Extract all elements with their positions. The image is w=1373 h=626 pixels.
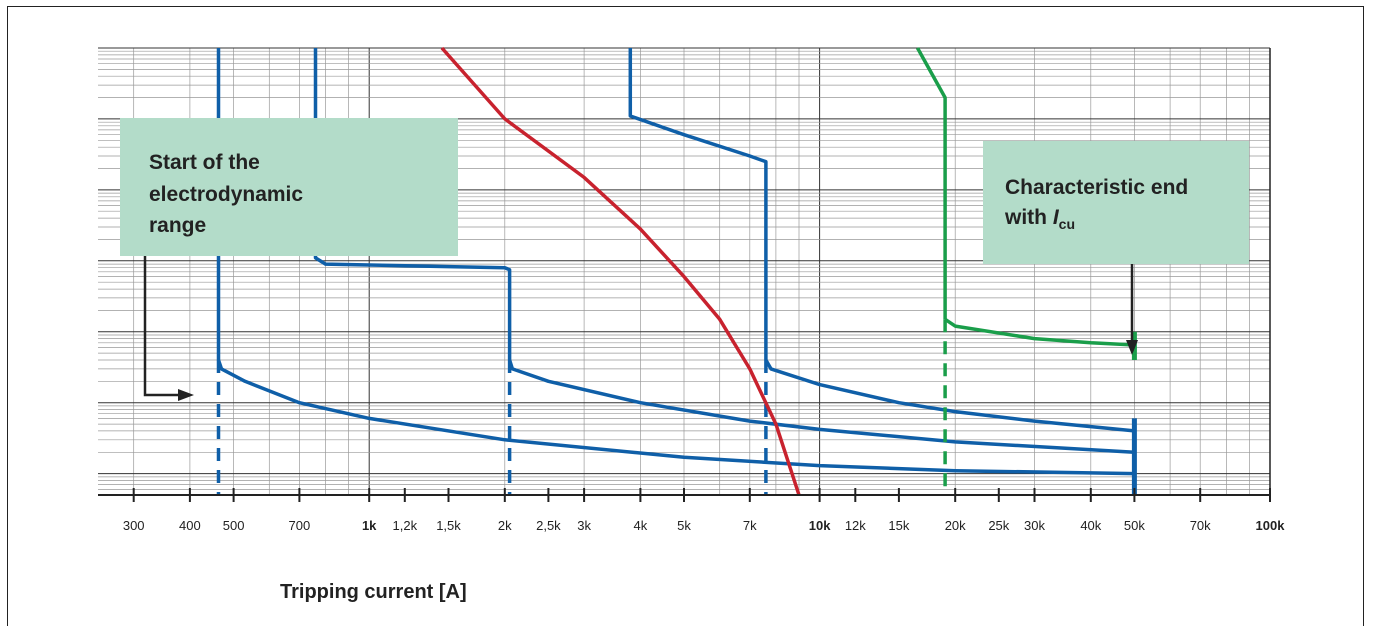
x-tick-label: 25k <box>988 518 1009 533</box>
annotation-arrow-head <box>178 389 194 401</box>
x-tick-label: 400 <box>179 518 201 533</box>
x-tick-label: 50k <box>1124 518 1145 533</box>
x-axis: 300 400 500 700 1k 1,2k 1,5k 2k 2,5k 3k 4k 5k 7k 10k 1… <box>98 488 1285 533</box>
series-6 <box>915 47 1135 495</box>
series-3-segment <box>628 48 768 360</box>
x-tick-label: 15k <box>888 518 909 533</box>
x-tick-label: 2k <box>498 518 512 533</box>
annotation-box <box>120 118 458 256</box>
annotation-subscript: cu <box>1059 216 1075 232</box>
annotation-line-3: range <box>149 214 206 237</box>
x-tick-label: 20k <box>945 518 966 533</box>
series-6-segment <box>915 47 947 320</box>
series-2 <box>313 48 1135 495</box>
annotation-symbol: I <box>1053 206 1060 229</box>
x-tick-label: 1,5k <box>436 518 461 533</box>
x-tick-label: 4k <box>634 518 648 533</box>
x-tick-label: 700 <box>289 518 311 533</box>
x-axis-label: Tripping current [A] <box>280 581 467 603</box>
x-tick-label: 5k <box>677 518 691 533</box>
chart-frame <box>7 6 1364 626</box>
x-tick-label: 30k <box>1024 518 1045 533</box>
x-tick-label: 3k <box>577 518 591 533</box>
x-tick-label: 7k <box>743 518 757 533</box>
annotation-start-electrodynamic: Start of the electrodynamic range <box>120 118 458 401</box>
series-3-segment <box>764 359 1135 433</box>
x-tick-label: 500 <box>223 518 245 533</box>
series-2-segment <box>507 359 1135 455</box>
annotation-arrow-line <box>143 256 180 397</box>
annotation-line-1: Characteristic end <box>1005 176 1188 199</box>
x-tick-label: 40k <box>1080 518 1101 533</box>
annotation-line-2: with Icu <box>1004 206 1075 232</box>
series-5 <box>440 46 801 496</box>
x-tick-label: 300 <box>123 518 145 533</box>
annotation-line-1: Start of the <box>149 151 260 174</box>
x-tick-label: 1,2k <box>393 518 418 533</box>
x-tick-label: 1k <box>362 518 377 533</box>
series-5-segment <box>440 46 801 496</box>
series-1-segment <box>216 359 1135 476</box>
annotation-arrow-head <box>1126 340 1138 355</box>
x-tick-label: 12k <box>845 518 866 533</box>
x-tick-label: 10k <box>809 518 831 533</box>
annotation-line-2-text: with <box>1004 206 1053 229</box>
curves <box>216 46 1137 496</box>
series-3 <box>628 48 1135 495</box>
annotation-characteristic-end: Characteristic end with Icu <box>983 141 1249 355</box>
x-tick-label: 2,5k <box>536 518 561 533</box>
series-6-segment <box>944 317 1135 347</box>
x-tick-label: 100k <box>1256 518 1286 533</box>
annotation-line-2: electrodynamic <box>149 183 303 206</box>
annotation-box <box>983 141 1249 264</box>
series-2-segment <box>313 48 512 360</box>
x-tick-label: 70k <box>1190 518 1211 533</box>
